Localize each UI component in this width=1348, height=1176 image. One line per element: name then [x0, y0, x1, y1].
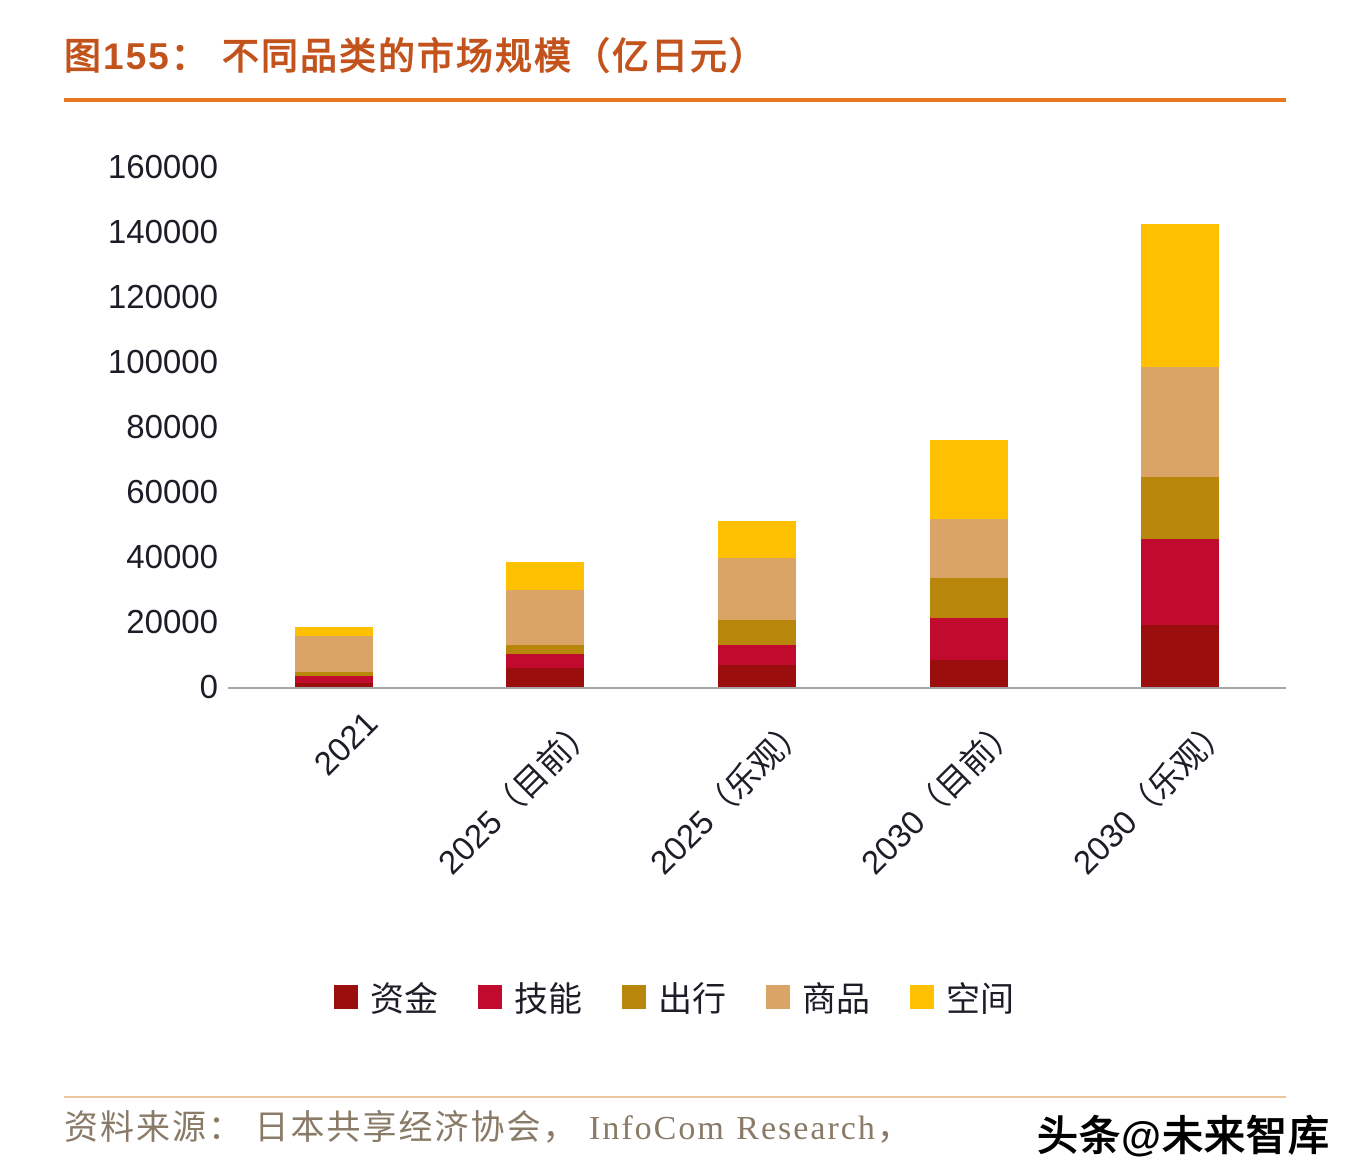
figure-title: 图155： 不同品类的市场规模（亿日元） [64, 36, 769, 77]
bar-segment [929, 660, 1008, 687]
y-axis-tick-label: 140000 [107, 213, 218, 250]
bar-segment [718, 521, 796, 558]
source-text: 资料来源： 日本共享经济协会， InfoCom Research， [64, 1110, 913, 1147]
x-axis-label: 2025（目前） [430, 709, 603, 882]
legend-label: 空间 [946, 981, 1014, 1019]
stacked-bar [718, 521, 796, 687]
source-note: 资料来源： 日本共享经济协会， InfoCom Research， [64, 1106, 913, 1152]
title-divider [64, 98, 1286, 102]
stacked-bar [1141, 223, 1220, 687]
bar-segment [506, 561, 585, 590]
bar-segment [1141, 539, 1220, 626]
legend-item: 商品 [766, 972, 870, 1021]
bar-segment [718, 644, 796, 665]
y-axis-tick-label: 80000 [126, 408, 218, 445]
x-axis-label: 2025（乐观） [642, 709, 814, 882]
chart-legend: 资金 技能 出行 商品 空间 [0, 972, 1348, 1021]
bar-segment [506, 654, 585, 669]
y-axis-tick-label: 20000 [126, 603, 218, 640]
y-axis-tick-label: 120000 [107, 278, 218, 315]
bar-segment [929, 440, 1008, 519]
bar-segment [718, 619, 796, 645]
plot-area [228, 167, 1286, 687]
bar-segment [294, 636, 373, 673]
x-axis-label: 2030（目前） [853, 709, 1026, 882]
watermark: 头条@未来智库 [1037, 1113, 1330, 1159]
bar-segment [929, 618, 1008, 661]
bar-segment [718, 558, 796, 620]
bar-segment [506, 589, 585, 646]
bar-segment [1141, 625, 1220, 687]
bar-segment [929, 519, 1008, 579]
stacked-bar [506, 561, 585, 687]
bar-segment [294, 683, 373, 687]
footer-divider [64, 1096, 1286, 1098]
legend-label: 商品 [802, 981, 870, 1019]
bar-segment [718, 664, 796, 687]
bar-segment [1141, 477, 1220, 540]
y-axis-tick-label: 100000 [107, 343, 218, 380]
bar-segment [506, 645, 585, 655]
y-axis-tick-label: 160000 [107, 148, 218, 185]
legend-label: 出行 [658, 981, 726, 1019]
legend-swatch [622, 984, 646, 1009]
bar-segment [1141, 366, 1220, 478]
stacked-bar [294, 627, 373, 687]
bar-segment [1141, 223, 1220, 367]
legend-swatch [478, 984, 502, 1009]
y-axis-tick-label: 0 [199, 668, 218, 705]
legend-swatch [334, 984, 358, 1009]
bar-segment [294, 672, 373, 676]
legend-label: 技能 [514, 981, 582, 1019]
stacked-bar [929, 440, 1008, 687]
bar-segment [506, 668, 585, 687]
legend-swatch [910, 984, 934, 1009]
y-axis-tick-label: 60000 [126, 473, 218, 510]
x-axis-line [228, 687, 1286, 689]
y-axis-tick-label: 40000 [126, 538, 218, 575]
legend-item: 空间 [910, 972, 1014, 1021]
legend-item: 出行 [622, 972, 726, 1021]
x-axis-label: 2030（乐观） [1065, 709, 1238, 882]
legend-label: 资金 [370, 981, 438, 1019]
bar-segment [929, 578, 1008, 619]
legend-item: 资金 [334, 972, 438, 1021]
x-axis-label: 2021 [306, 704, 385, 783]
legend-item: 技能 [478, 972, 582, 1021]
bar-segment [294, 627, 373, 637]
bar-segment [294, 675, 373, 684]
legend-swatch [766, 984, 790, 1009]
